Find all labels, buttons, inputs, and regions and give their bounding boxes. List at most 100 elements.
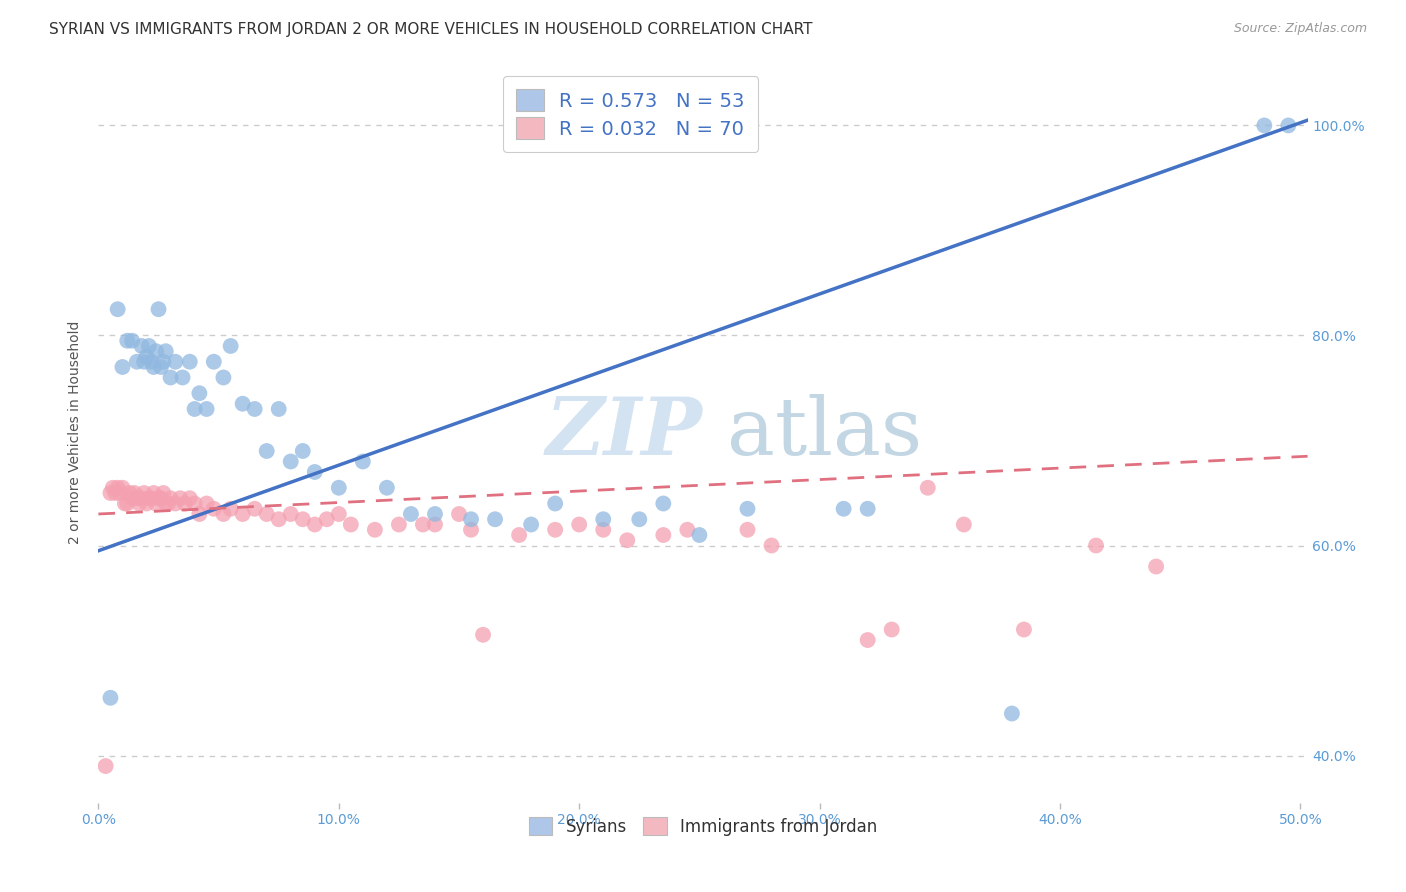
Point	[256, 444, 278, 458]
Point	[165, 355, 187, 369]
Point	[172, 370, 194, 384]
Point	[121, 334, 143, 348]
Point	[132, 486, 155, 500]
Point	[761, 539, 783, 553]
Point	[328, 481, 350, 495]
Point	[188, 386, 211, 401]
Point	[291, 512, 314, 526]
Point	[149, 359, 172, 374]
Point	[148, 491, 170, 506]
Point	[832, 501, 855, 516]
Point	[652, 528, 675, 542]
Point	[179, 355, 201, 369]
Point	[315, 512, 337, 526]
Point	[616, 533, 638, 548]
Point	[179, 491, 201, 506]
Point	[159, 370, 181, 384]
Point	[544, 496, 567, 510]
Point	[508, 528, 530, 542]
Point	[1012, 623, 1035, 637]
Point	[202, 501, 225, 516]
Point	[152, 355, 174, 369]
Point	[132, 355, 155, 369]
Point	[212, 370, 235, 384]
Point	[145, 344, 167, 359]
Point	[165, 496, 187, 510]
Point	[340, 517, 363, 532]
Point	[375, 481, 398, 495]
Point	[159, 491, 181, 506]
Point	[169, 491, 191, 506]
Point	[304, 517, 326, 532]
Point	[304, 465, 326, 479]
Point	[1277, 119, 1299, 133]
Point	[118, 486, 141, 500]
Point	[592, 512, 614, 526]
Point	[232, 397, 254, 411]
Point	[155, 344, 177, 359]
Point	[149, 491, 172, 506]
Point	[142, 486, 165, 500]
Point	[291, 444, 314, 458]
Point	[953, 517, 976, 532]
Point	[412, 517, 434, 532]
Point	[423, 507, 446, 521]
Point	[183, 496, 205, 510]
Y-axis label: 2 or more Vehicles in Household: 2 or more Vehicles in Household	[69, 321, 83, 544]
Point	[256, 507, 278, 521]
Point	[124, 486, 146, 500]
Point	[174, 496, 197, 510]
Point	[111, 359, 134, 374]
Point	[188, 507, 211, 521]
Point	[364, 523, 387, 537]
Text: Source: ZipAtlas.com: Source: ZipAtlas.com	[1233, 22, 1367, 36]
Point	[856, 501, 879, 516]
Point	[243, 501, 266, 516]
Point	[117, 496, 139, 510]
Point	[111, 481, 134, 495]
Point	[117, 334, 139, 348]
Point	[125, 355, 148, 369]
Point	[688, 528, 710, 542]
Point	[856, 633, 879, 648]
Point	[135, 350, 157, 364]
Point	[125, 491, 148, 506]
Point	[352, 454, 374, 468]
Point	[157, 496, 180, 510]
Point	[141, 491, 163, 506]
Point	[447, 507, 470, 521]
Point	[1144, 559, 1167, 574]
Point	[280, 507, 302, 521]
Point	[423, 517, 446, 532]
Point	[135, 496, 157, 510]
Text: SYRIAN VS IMMIGRANTS FROM JORDAN 2 OR MORE VEHICLES IN HOUSEHOLD CORRELATION CHA: SYRIAN VS IMMIGRANTS FROM JORDAN 2 OR MO…	[49, 22, 813, 37]
Point	[520, 517, 543, 532]
Point	[544, 523, 567, 537]
Point	[676, 523, 699, 537]
Point	[472, 628, 495, 642]
Text: ZIP: ZIP	[546, 394, 703, 471]
Point	[652, 496, 675, 510]
Point	[388, 517, 411, 532]
Point	[108, 486, 131, 500]
Point	[219, 501, 242, 516]
Point	[267, 402, 290, 417]
Point	[107, 302, 129, 317]
Point	[880, 623, 903, 637]
Point	[101, 481, 124, 495]
Point	[212, 507, 235, 521]
Point	[267, 512, 290, 526]
Point	[917, 481, 939, 495]
Point	[128, 496, 150, 510]
Point	[121, 491, 143, 506]
Point	[145, 496, 167, 510]
Point	[195, 496, 218, 510]
Point	[1085, 539, 1108, 553]
Point	[114, 496, 136, 510]
Point	[628, 512, 651, 526]
Point	[141, 355, 163, 369]
Point	[131, 339, 153, 353]
Point	[155, 496, 177, 510]
Text: atlas: atlas	[727, 393, 922, 472]
Point	[592, 523, 614, 537]
